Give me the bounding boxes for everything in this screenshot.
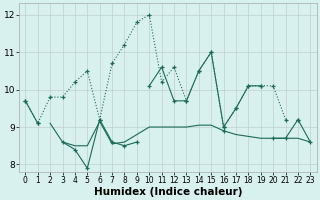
- X-axis label: Humidex (Indice chaleur): Humidex (Indice chaleur): [93, 187, 242, 197]
